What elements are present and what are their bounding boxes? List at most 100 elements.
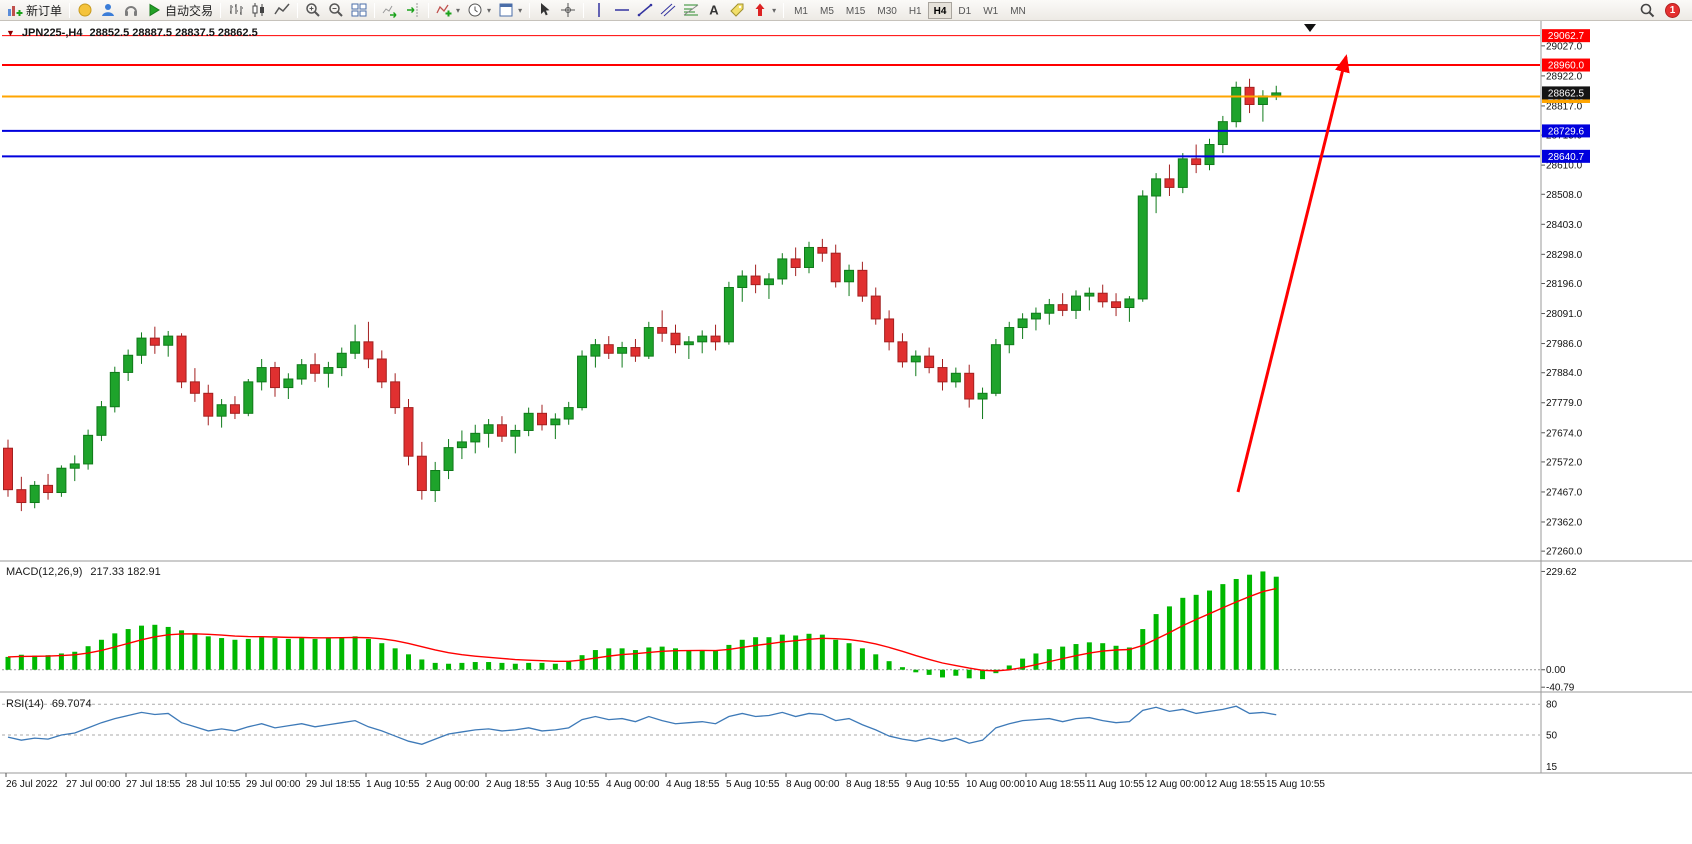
price-tick-label: 28196.0 <box>1546 279 1583 290</box>
zoom-out-button[interactable] <box>325 1 347 20</box>
candle-body <box>1084 292 1095 297</box>
time-axis <box>5 773 1267 777</box>
timeframe-d1-button[interactable]: D1 <box>958 5 972 17</box>
crosshair-button[interactable] <box>557 1 579 20</box>
chart-canvas[interactable]: 29027.028922.028817.028715.028610.028508… <box>0 21 1692 844</box>
macd-histogram-bar <box>299 638 305 670</box>
notifications-badge[interactable]: 1 <box>1665 2 1680 18</box>
dropdown-caret-icon[interactable]: ▾ <box>772 5 777 15</box>
candlestick-chart-button[interactable] <box>248 1 270 20</box>
arrow-marker-object[interactable] <box>1304 24 1316 32</box>
zoom-in-button[interactable] <box>302 1 324 20</box>
candle-body <box>29 484 40 504</box>
support-button[interactable] <box>120 1 142 20</box>
timeframe-m30-button[interactable]: M30 <box>877 5 897 17</box>
candle <box>456 430 467 460</box>
timeframe-w1-button[interactable]: W1 <box>983 5 999 17</box>
candle-body <box>777 258 788 280</box>
macd-histogram-bar <box>579 655 585 670</box>
candle-body <box>750 275 761 286</box>
macd-histogram-bar <box>272 638 278 670</box>
candle <box>563 401 574 425</box>
dropdown-caret-icon[interactable]: ▾ <box>456 5 461 15</box>
tile-windows-button[interactable] <box>348 1 370 20</box>
candle <box>470 424 481 454</box>
candle-body <box>1111 301 1122 309</box>
candle <box>1124 296 1135 322</box>
text-button[interactable]: A <box>703 1 725 20</box>
community-button[interactable] <box>97 1 119 20</box>
trendline-button[interactable] <box>634 1 656 20</box>
candle-body <box>563 407 574 420</box>
periods-button[interactable]: ▾ <box>464 1 494 20</box>
equidistant-channel-button[interactable] <box>657 1 679 20</box>
chart-shift-button[interactable] <box>402 1 424 20</box>
timeframe-h4-button[interactable]: H4 <box>927 1 953 19</box>
svg-text:A: A <box>709 3 719 18</box>
macd-histogram-bar <box>285 638 291 670</box>
chartshift-icon <box>405 2 421 18</box>
candle-body <box>123 354 134 373</box>
dropdown-caret-icon[interactable]: ▾ <box>518 5 523 15</box>
macd-histogram-bar <box>259 637 265 670</box>
timeframe-m15-button[interactable]: M15 <box>845 5 866 17</box>
play-icon <box>146 2 162 18</box>
arrows-button[interactable]: ▾ <box>749 1 779 20</box>
levels-layer <box>2 35 1540 158</box>
price-tick-label: 27572.0 <box>1546 457 1583 468</box>
candle-body <box>363 341 374 360</box>
trend-arrow-object[interactable] <box>1236 54 1350 493</box>
candle <box>176 333 187 389</box>
timeframe-mn-button[interactable]: MN <box>1010 5 1026 17</box>
candle <box>296 358 307 385</box>
macd-histogram-bar <box>779 634 785 670</box>
candle <box>657 310 668 342</box>
time-axis-label: 4 Aug 00:00 <box>606 779 660 790</box>
candle-body <box>283 378 294 389</box>
fibonacci-button[interactable] <box>680 1 702 20</box>
candle <box>577 350 588 411</box>
chart-symbol-period: JPN225-,H4 <box>21 27 83 39</box>
macd-histogram-bar <box>686 650 692 670</box>
macd-histogram-bar <box>673 648 678 670</box>
bid-price-tag <box>1542 86 1590 100</box>
candle-body <box>603 344 614 354</box>
linechart-icon <box>274 2 290 18</box>
new-order-button[interactable]: 新订单 <box>4 1 65 20</box>
candle-body <box>270 367 280 389</box>
horizontal-line-button[interactable] <box>611 1 633 20</box>
timeframe-m5-button[interactable]: M5 <box>820 5 834 17</box>
one-click-collapse-icon[interactable]: ▼ <box>6 28 15 38</box>
macd-histogram-bar <box>1220 584 1226 670</box>
macd-histogram-bar <box>232 639 238 670</box>
macd-histogram-bar <box>192 633 198 670</box>
search-button[interactable] <box>1636 1 1658 20</box>
timeframe-h1-button[interactable]: H1 <box>908 5 922 17</box>
candle <box>723 281 734 345</box>
text-label-button[interactable] <box>726 1 748 20</box>
candle <box>136 332 147 364</box>
mql5-market-button[interactable] <box>74 1 96 20</box>
rsi-current-value: 69.7074 <box>51 698 92 710</box>
candle-body <box>1177 158 1188 188</box>
time-axis-label: 8 Aug 00:00 <box>786 779 840 790</box>
dropdown-caret-icon[interactable]: ▾ <box>487 5 492 15</box>
price-tick-label: 28817.0 <box>1546 101 1583 112</box>
macd-histogram-bar <box>459 662 465 670</box>
autotrading-button[interactable]: 自动交易 <box>143 1 216 20</box>
candle <box>390 373 401 414</box>
line-chart-button[interactable] <box>271 1 293 20</box>
macd-histogram-bar <box>219 638 225 670</box>
candle <box>430 461 441 502</box>
templates-button[interactable]: ▾ <box>495 1 525 20</box>
timeframe-m1-button[interactable]: M1 <box>794 5 808 17</box>
auto-scroll-button[interactable] <box>379 1 401 20</box>
indicators-button[interactable]: ▾ <box>433 1 463 20</box>
candle <box>1231 81 1242 128</box>
rsi-panel <box>2 703 1540 745</box>
vertical-line-button[interactable] <box>588 1 610 20</box>
macd-histogram-bar <box>592 650 598 670</box>
cursor-button[interactable] <box>534 1 556 20</box>
bar-chart-button[interactable] <box>225 1 247 20</box>
toolbar-separator <box>220 2 222 18</box>
